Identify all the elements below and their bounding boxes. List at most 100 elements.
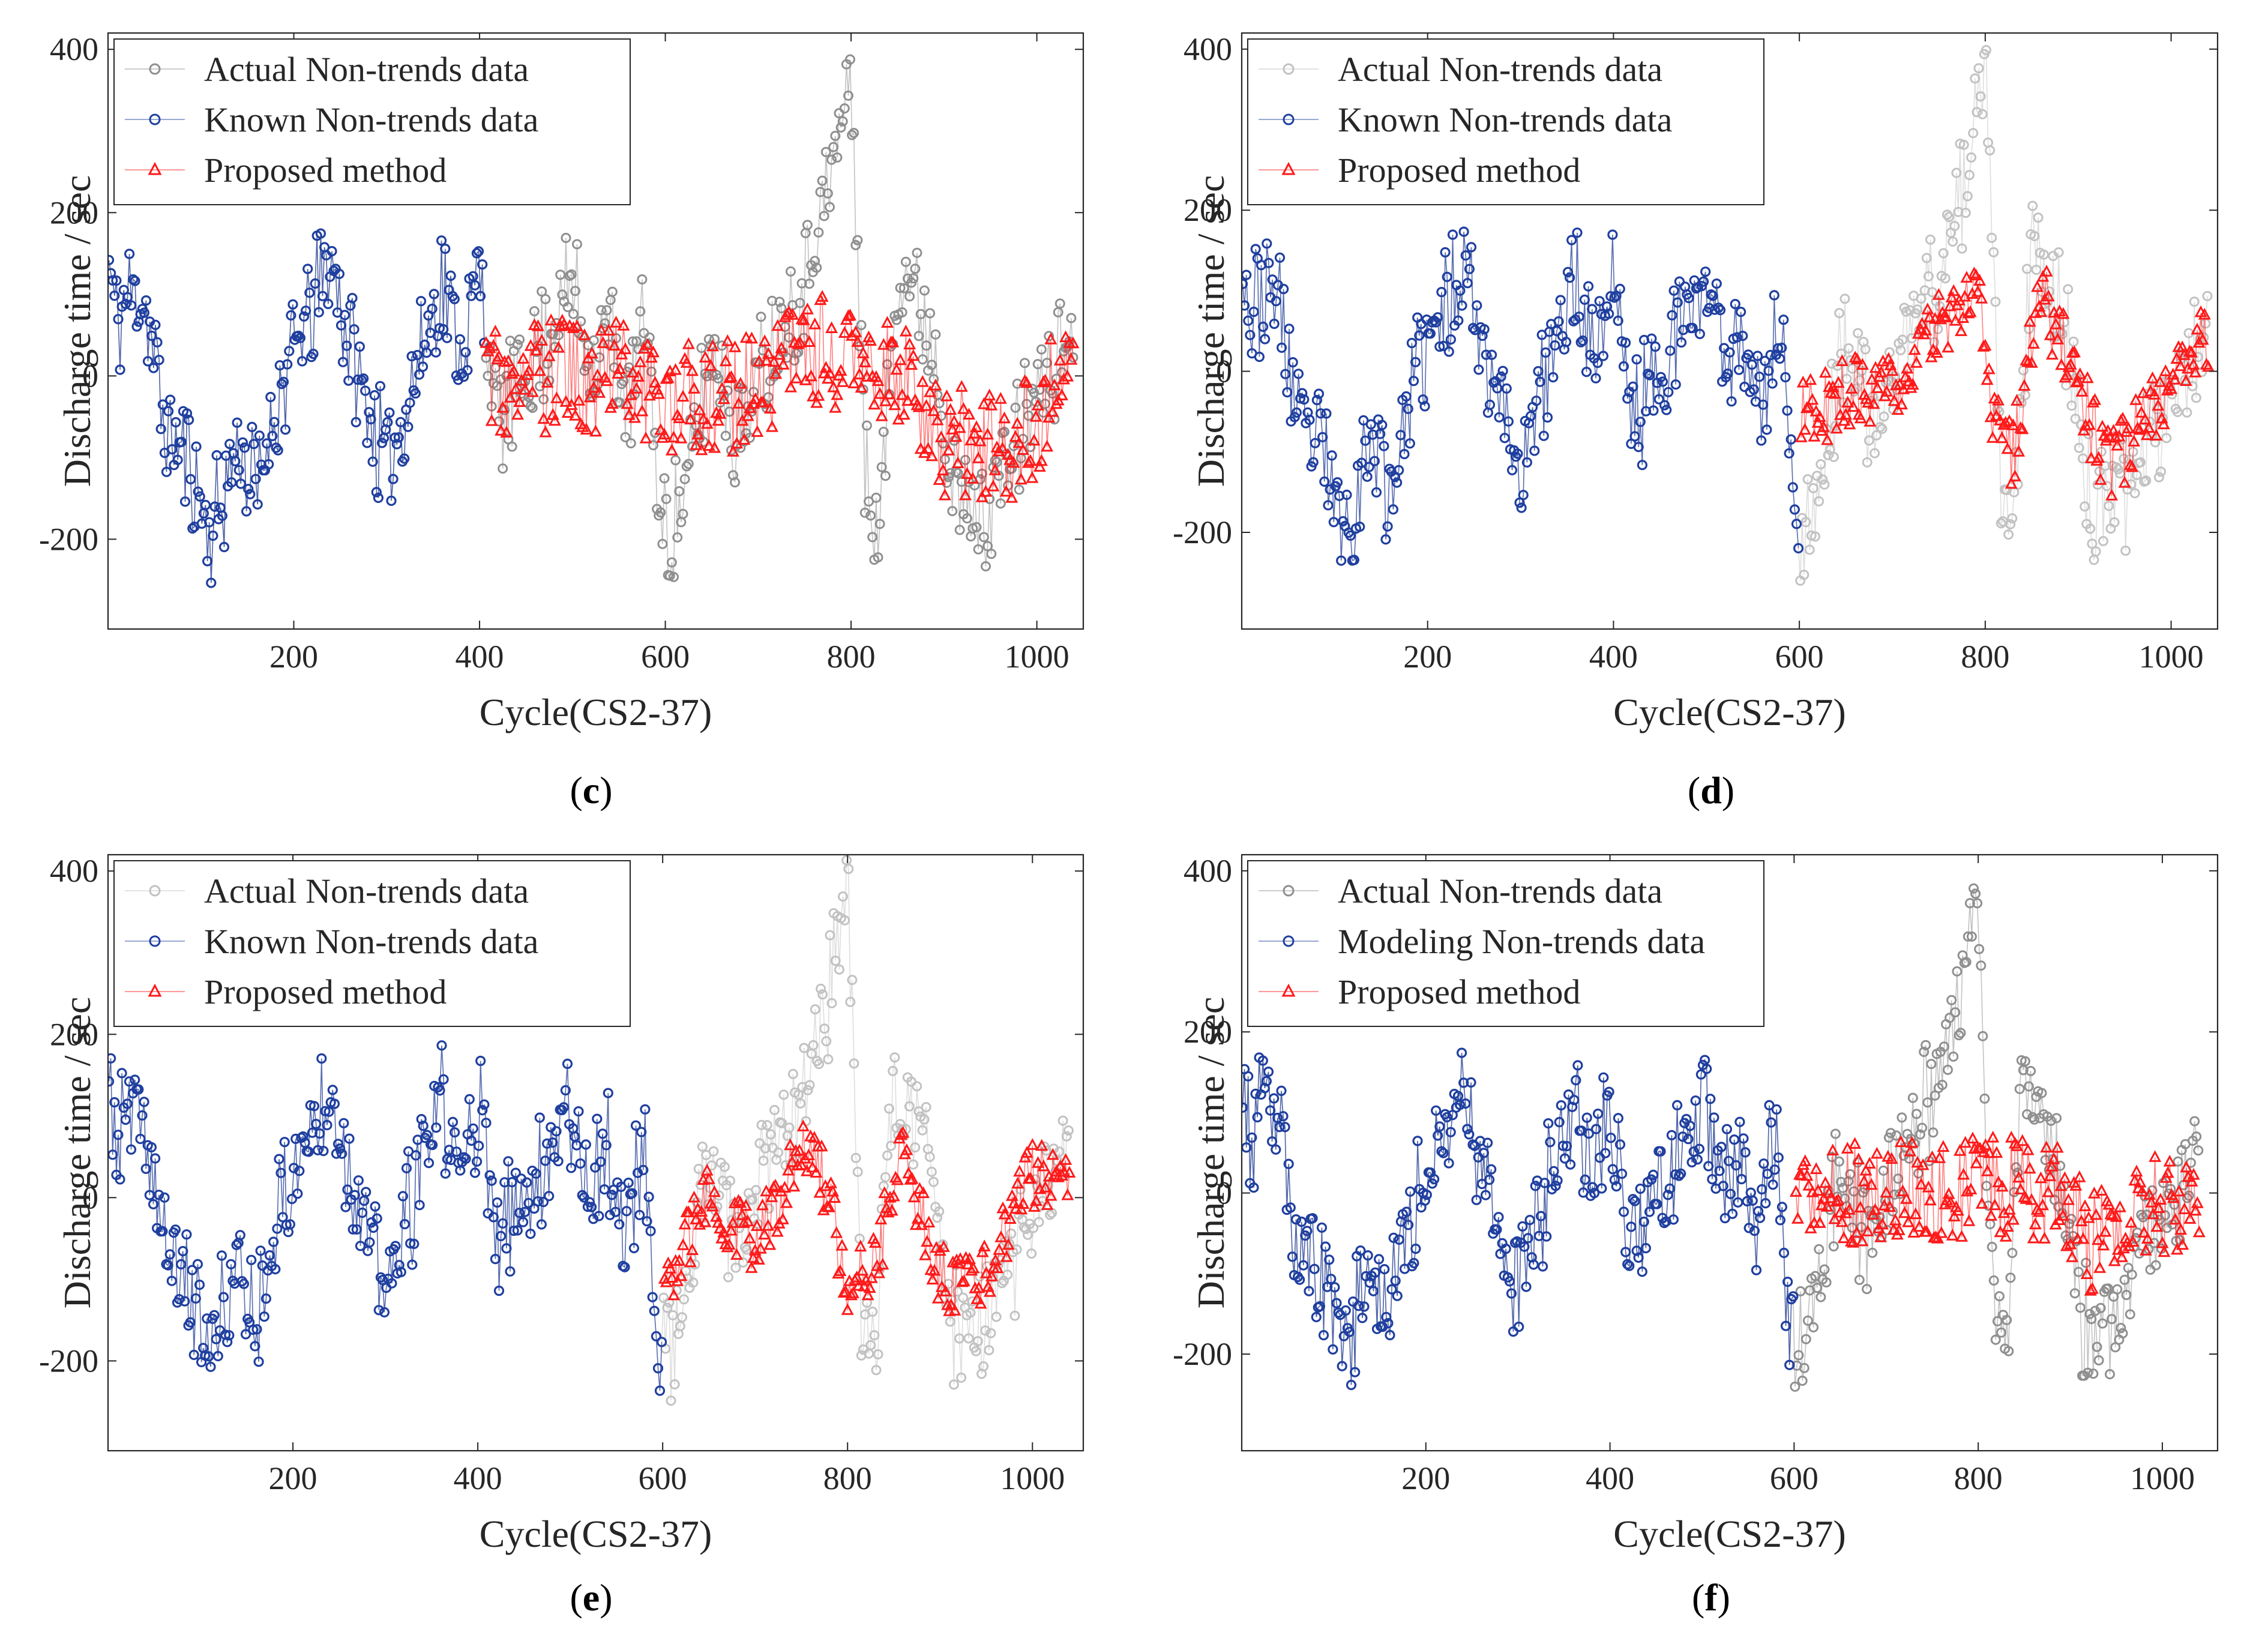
actual-point [873, 552, 883, 563]
known-point [531, 1168, 541, 1179]
known-point [1719, 1212, 1730, 1224]
known-point [230, 456, 241, 467]
actual-point [958, 1292, 969, 1303]
actual-point [1029, 387, 1039, 398]
known-point [405, 397, 415, 408]
known-point [1445, 334, 1457, 345]
known-point [270, 1263, 281, 1275]
known-point [248, 1324, 259, 1335]
known-point [427, 303, 438, 315]
prediction-point [2095, 1184, 2108, 1196]
known-point [1778, 315, 1789, 325]
prediction-point [661, 371, 675, 384]
known-point [1438, 340, 1449, 352]
actual-point [843, 864, 854, 875]
actual-point [2020, 390, 2030, 400]
actual-point [703, 334, 714, 345]
known-point [1718, 1181, 1728, 1191]
known-point [474, 1140, 484, 1151]
actual-point [600, 318, 610, 329]
known-point [1394, 1234, 1404, 1245]
actual-point [928, 1176, 939, 1187]
y-tick-label: 400 [1184, 853, 1232, 889]
prediction-point [1800, 1169, 1814, 1181]
actual-point [1823, 450, 1833, 460]
prediction-point [1833, 1205, 1847, 1218]
actual-point [1985, 145, 1996, 155]
actual-point [925, 308, 936, 319]
known-point [356, 1207, 368, 1218]
prediction-point [1996, 431, 2009, 444]
legend-marker [149, 935, 161, 947]
prediction-point [691, 427, 705, 440]
actual-point [810, 256, 820, 266]
actual-point [690, 1259, 700, 1270]
prediction-point [894, 353, 907, 366]
actual-point [1836, 1176, 1847, 1187]
actual-point [1002, 1269, 1013, 1280]
known-point [364, 1237, 375, 1248]
known-point [1611, 1181, 1622, 1192]
actual-point [978, 532, 989, 543]
known-point [1572, 227, 1583, 238]
known-point [1369, 456, 1380, 466]
known-point [1551, 325, 1562, 337]
known-point [1458, 1077, 1469, 1088]
prediction-point [784, 1138, 797, 1151]
known-point [272, 1223, 283, 1234]
actual-point [678, 508, 688, 519]
prediction-point [1863, 415, 1877, 427]
actual-point [839, 103, 850, 114]
known-point [368, 1222, 379, 1233]
prediction-point [1802, 400, 1815, 412]
known-point [1638, 1216, 1649, 1227]
known-point [1763, 366, 1774, 376]
known-point [643, 1191, 654, 1202]
known-point [623, 1177, 634, 1188]
actual-point [867, 532, 878, 543]
known-point [1516, 502, 1527, 513]
known-point [1419, 401, 1430, 412]
prediction-point [1964, 305, 1977, 318]
known-point [1248, 306, 1259, 318]
known-point [1604, 309, 1614, 319]
legend-marker [1283, 885, 1295, 897]
prediction-point [2001, 1220, 2014, 1232]
prediction-point [567, 321, 580, 333]
prediction-point [1966, 1131, 1979, 1143]
prediction-point [1996, 1179, 2009, 1192]
known-point [1496, 371, 1506, 382]
prediction-point [2094, 473, 2107, 485]
prediction-point [972, 1281, 985, 1293]
known-point [248, 439, 259, 450]
prediction-point [507, 364, 520, 377]
known-point [507, 1176, 517, 1188]
actual-point [1054, 298, 1065, 309]
actual-point [956, 1372, 967, 1383]
prediction-point [1843, 417, 1856, 430]
actual-point [849, 128, 859, 138]
prediction-point [1821, 1200, 1834, 1212]
known-point [1318, 1329, 1329, 1341]
prediction-point [580, 423, 593, 435]
known-point [312, 1145, 323, 1155]
known-point [1337, 1361, 1347, 1372]
prediction-point [793, 336, 807, 348]
known-point [353, 1175, 364, 1186]
prediction-point [493, 349, 505, 362]
known-point [1431, 317, 1442, 328]
known-point [349, 1190, 360, 1200]
known-point [1590, 1124, 1602, 1134]
actual-point [2066, 400, 2077, 411]
prediction-point [1847, 1235, 1860, 1248]
known-point [308, 348, 319, 360]
known-point [1701, 1064, 1712, 1074]
x-tick-label: 1000 [1005, 639, 1069, 675]
prediction-point [1065, 352, 1078, 365]
actual-point [713, 373, 724, 384]
known-point [1271, 296, 1281, 307]
actual-point [986, 549, 997, 559]
known-point [1721, 1124, 1733, 1134]
actual-point [937, 438, 948, 449]
prediction-point [534, 364, 547, 376]
